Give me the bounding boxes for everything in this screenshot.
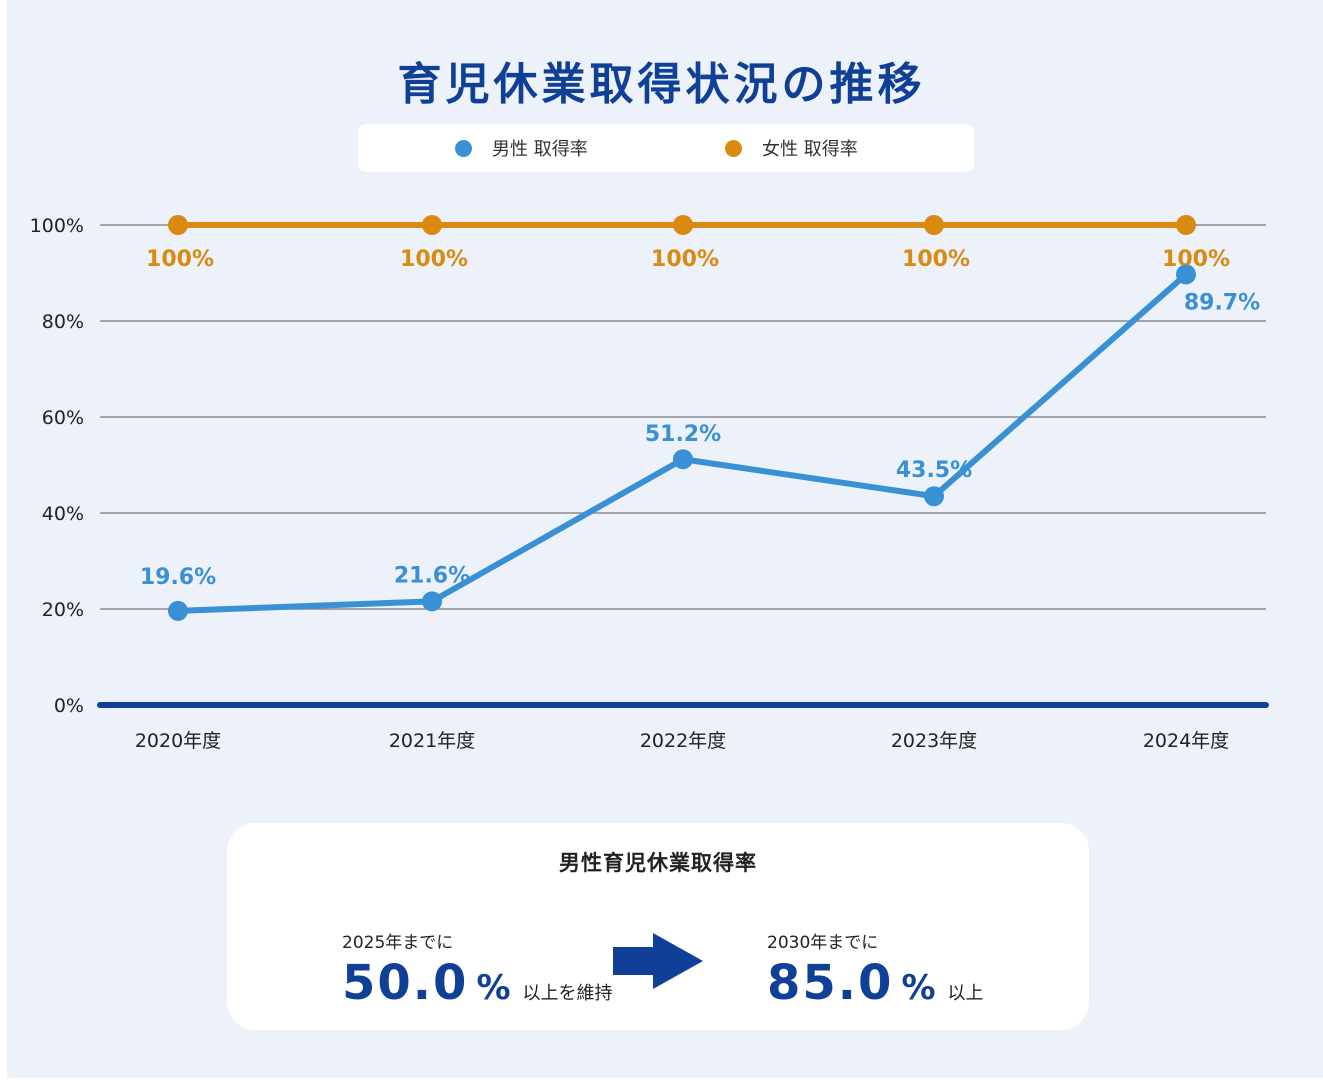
- male-data-label: 51.2%: [645, 422, 721, 447]
- y-tick-label: 80%: [42, 311, 84, 333]
- male-data-label: 43.5%: [896, 458, 972, 483]
- x-tick-label: 2023年度: [891, 730, 977, 752]
- target-2025-value: 50.0: [342, 955, 469, 1011]
- male-data-label: 19.6%: [140, 565, 216, 590]
- target-2030-value-row: 85.0 % 以上: [767, 955, 984, 1011]
- target-2030-unit: %: [901, 968, 936, 1008]
- female-data-label: 100%: [146, 247, 214, 272]
- target-2025-when: 2025年までに: [342, 933, 454, 953]
- target-2030-when: 2030年までに: [767, 933, 879, 953]
- y-tick-label: 0%: [54, 695, 84, 717]
- target-card: 男性育児休業取得率 2025年までに 50.0 % 以上を維持 2030年までに…: [227, 823, 1089, 1030]
- legend-female-dot-icon: [725, 139, 742, 157]
- male-data-point: [673, 449, 693, 470]
- x-tick-label: 2022年度: [640, 730, 726, 752]
- legend-item-male: 男性 取得率: [455, 124, 588, 172]
- y-tick-label: 40%: [42, 503, 84, 525]
- male-data-label: 21.6%: [394, 563, 470, 588]
- female-data-point: [1176, 215, 1196, 235]
- x-tick-label: 2021年度: [389, 730, 475, 752]
- male-data-point: [924, 486, 944, 507]
- y-tick-label: 20%: [42, 599, 84, 621]
- target-2025-value-row: 50.0 % 以上を維持: [342, 955, 613, 1011]
- female-data-point: [168, 215, 188, 235]
- female-data-label: 100%: [902, 247, 970, 272]
- legend-male-dot-icon: [455, 139, 472, 157]
- female-data-point: [673, 215, 693, 235]
- target-2030-note: 以上: [947, 983, 984, 1004]
- chart-legend: 男性 取得率 女性 取得率: [358, 124, 974, 172]
- female-data-point: [924, 215, 944, 235]
- x-tick-label: 2024年度: [1143, 730, 1229, 752]
- target-2030-value: 85.0: [767, 955, 894, 1011]
- y-tick-label: 100%: [30, 215, 84, 237]
- legend-item-female: 女性 取得率: [725, 124, 858, 172]
- male-data-label: 89.7%: [1184, 290, 1260, 315]
- target-2025-note: 以上を維持: [522, 983, 613, 1004]
- target-2030: 2030年までに 85.0 % 以上: [767, 928, 984, 1011]
- male-data-point: [1176, 264, 1196, 285]
- female-data-label: 100%: [1162, 247, 1230, 272]
- target-title: 男性育児休業取得率: [559, 851, 757, 875]
- target-2025-unit: %: [476, 968, 511, 1008]
- target-2025: 2025年までに 50.0 % 以上を維持: [342, 928, 613, 1011]
- page-title: 育児休業取得状況の推移: [397, 59, 926, 110]
- line-chart: 0% 20% 40% 60% 80% 100% 2020年度 2021年度 2022年度 2023…: [30, 215, 1269, 752]
- y-tick-label: 60%: [42, 407, 84, 429]
- female-data-label: 100%: [651, 247, 719, 272]
- female-data-label: 100%: [400, 247, 468, 272]
- female-data-point: [422, 215, 442, 235]
- legend-female-label: 女性 取得率: [762, 139, 858, 160]
- male-data-point: [168, 600, 188, 621]
- male-data-point: [422, 591, 442, 612]
- right-arrow-icon: [613, 933, 703, 989]
- legend-male-label: 男性 取得率: [492, 139, 588, 160]
- x-tick-label: 2020年度: [135, 730, 221, 752]
